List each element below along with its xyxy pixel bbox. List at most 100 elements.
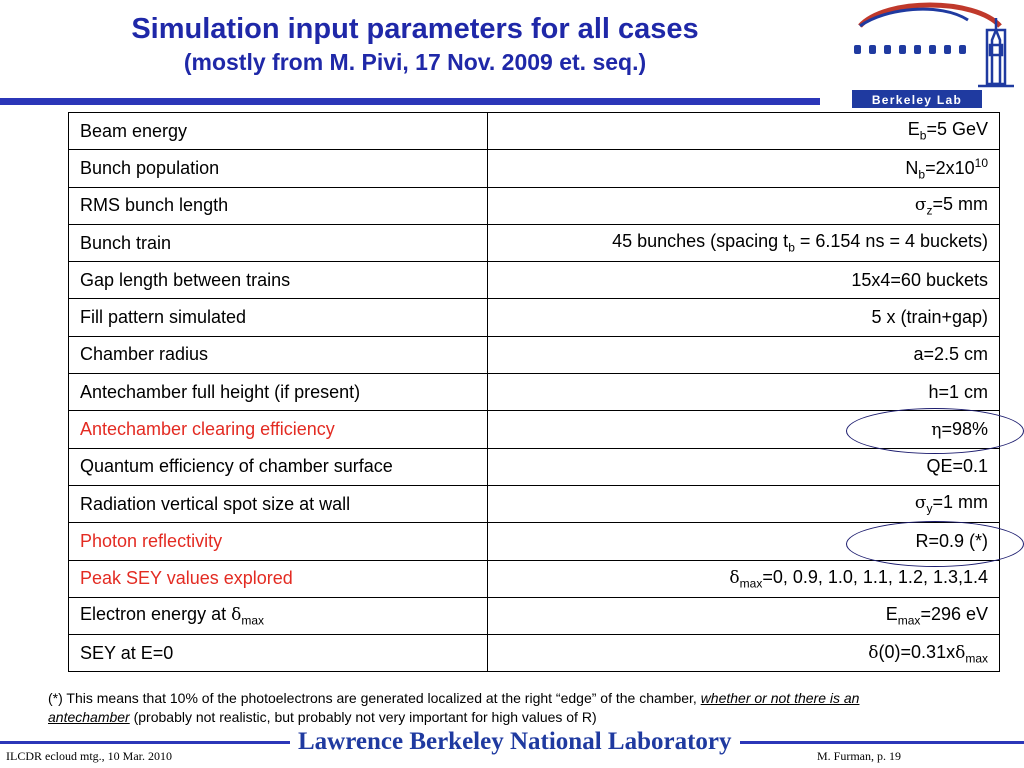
text-part: =5 GeV <box>926 119 988 140</box>
title-rule <box>0 98 820 105</box>
berkeley-lab-logo: Berkeley Lab <box>852 2 1014 108</box>
slide-subtitle: (mostly from M. Pivi, 17 Nov. 2009 et. s… <box>183 49 647 75</box>
parameter-name: Chamber radius <box>68 335 488 375</box>
parameter-name: Antechamber clearing efficiency <box>68 410 488 449</box>
subscript: y <box>926 501 933 516</box>
greek-symbol: δ <box>231 605 242 626</box>
parameter-name: Beam energy <box>68 111 488 151</box>
text-part: RMS bunch length <box>80 195 229 216</box>
table-row: Chamber radius a=2.5 cm <box>68 335 1000 375</box>
text-part: Electron energy at <box>80 604 232 625</box>
text-part: (0)=0.31x <box>878 641 956 662</box>
subscript: z <box>926 203 933 218</box>
parameter-value: Emax=296 eV <box>487 596 1000 636</box>
text-part: a=2.5 cm <box>913 344 988 365</box>
subscript: b <box>919 128 927 143</box>
parameter-name: Electron energy at δmax <box>68 596 488 636</box>
text-part: Antechamber full height (if present) <box>80 381 361 402</box>
table-row: RMS bunch length σz=5 mm <box>68 186 1000 225</box>
logo-text: Berkeley Lab <box>872 93 962 107</box>
highlight-circle-clearing-efficiency <box>846 408 1024 454</box>
table-row: Peak SEY values explored δmax=0, 0.9, 1.0… <box>68 559 1000 598</box>
subscript: max <box>897 613 921 628</box>
parameter-table: Beam energy Eb=5 GeV Bunch population Nb=2x… <box>68 111 1000 673</box>
table-row: Bunch train 45 bunches (spacing tb = 6.15… <box>68 223 1000 263</box>
text-part: Radiation vertical spot size at wall <box>80 493 351 514</box>
text-part: Quantum efficiency of chamber surface <box>80 456 393 477</box>
superscript: 10 <box>974 155 988 170</box>
parameter-value: Nb=2x1010 <box>487 149 1000 188</box>
table-row: Radiation vertical spot size at wall σy=1… <box>68 484 1000 524</box>
greek-symbol: σ <box>914 493 927 514</box>
parameter-name: SEY at E=0 <box>68 634 488 673</box>
parameter-value: 15x4=60 buckets <box>487 261 1000 300</box>
text-part: Photon reflectivity <box>80 530 223 551</box>
table-row: Fill pattern simulated 5 x (train+gap) <box>68 298 1000 337</box>
text-part: Peak SEY values explored <box>80 568 293 589</box>
parameter-value: Eb=5 GeV <box>487 111 1000 151</box>
text-part: N <box>905 157 919 178</box>
parameter-value: δ(0)=0.31xδmax <box>487 634 1000 673</box>
parameter-name: Photon reflectivity <box>68 522 488 561</box>
table-row: Quantum efficiency of chamber surface QE=… <box>68 447 1000 486</box>
text-part: h=1 cm <box>928 381 988 402</box>
table-row: Bunch population Nb=2x1010 <box>68 149 1000 188</box>
text-part: Beam energy <box>80 120 188 141</box>
text-part: QE=0.1 <box>926 456 988 477</box>
parameter-value: 5 x (train+gap) <box>487 298 1000 337</box>
parameter-name: Quantum efficiency of chamber surface <box>68 447 488 486</box>
text-part: 45 bunches (spacing t <box>612 231 789 252</box>
subscript: b <box>788 240 795 255</box>
subscript: b <box>918 167 926 182</box>
subscript: max <box>965 651 988 666</box>
text-part: SEY at E=0 <box>80 642 174 663</box>
text-part: E <box>885 604 898 625</box>
parameter-name: Gap length between trains <box>68 261 488 300</box>
footer-lab-name: Lawrence Berkeley National Laboratory <box>290 727 740 757</box>
parameter-name: Bunch train <box>68 223 488 263</box>
text-part: E <box>907 119 920 140</box>
parameter-value: QE=0.1 <box>487 447 1000 486</box>
footnote-emphasis: whether or not there is an antechamber <box>48 690 860 725</box>
table-row: Antechamber full height (if present) h=1 … <box>68 373 1000 412</box>
parameter-name: Antechamber full height (if present) <box>68 373 488 412</box>
parameter-value: σy=1 mm <box>487 484 1000 524</box>
text-part: Antechamber clearing efficiency <box>80 419 335 440</box>
text-part: =296 eV <box>920 604 988 625</box>
text-part: =5 mm <box>932 193 988 214</box>
slide-title: Simulation input parameters for all case… <box>131 13 699 45</box>
parameter-value: 45 bunches (spacing tb = 6.154 ns = 4 bu… <box>487 223 1000 263</box>
parameter-value: h=1 cm <box>487 373 1000 412</box>
subscript: max <box>241 613 265 628</box>
highlight-circle-photon-reflectivity <box>846 521 1024 567</box>
table-row: SEY at E=0 δ(0)=0.31xδmax <box>68 634 1000 673</box>
table-row: Gap length between trains 15x4=60 buckets <box>68 261 1000 300</box>
parameter-name: Peak SEY values explored <box>68 559 488 598</box>
text-part: 5 x (train+gap) <box>871 307 988 328</box>
footer-meeting: ILCDR ecloud mtg., 10 Mar. 2010 <box>6 749 172 763</box>
parameter-name: Bunch population <box>68 149 488 188</box>
text-part: =0, 0.9, 1.0, 1.1, 1.2, 1.3,1.4 <box>762 566 988 587</box>
text-part: =1 mm <box>932 492 988 513</box>
text-part: Bunch train <box>80 232 172 253</box>
parameter-name: Radiation vertical spot size at wall <box>68 484 488 524</box>
footer-page: M. Furman, p. 19 <box>817 749 901 763</box>
greek-symbol: δ <box>955 642 966 663</box>
text-part: 15x4=60 buckets <box>851 269 988 290</box>
text-part: = 6.154 ns = 4 buckets) <box>794 231 988 252</box>
greek-symbol: δ <box>868 642 879 663</box>
parameter-value: a=2.5 cm <box>487 335 1000 375</box>
footnote: (*) This means that 10% of the photoelec… <box>48 689 938 727</box>
text-part: =2x10 <box>925 157 975 178</box>
footnote-text: (*) This means that 10% of the photoelec… <box>48 690 701 706</box>
text-part: Gap length between trains <box>80 269 291 290</box>
greek-symbol: σ <box>914 194 927 215</box>
text-part: Bunch population <box>80 157 220 178</box>
parameter-value: σz=5 mm <box>487 186 1000 225</box>
table-row: Beam energy Eb=5 GeV <box>68 111 1000 151</box>
text-part: Fill pattern simulated <box>80 307 247 328</box>
footnote-tail: (probably not realistic, but probably no… <box>129 709 597 725</box>
text-part: Chamber radius <box>80 344 209 365</box>
greek-symbol: δ <box>729 567 740 588</box>
parameter-name: Fill pattern simulated <box>68 298 488 337</box>
